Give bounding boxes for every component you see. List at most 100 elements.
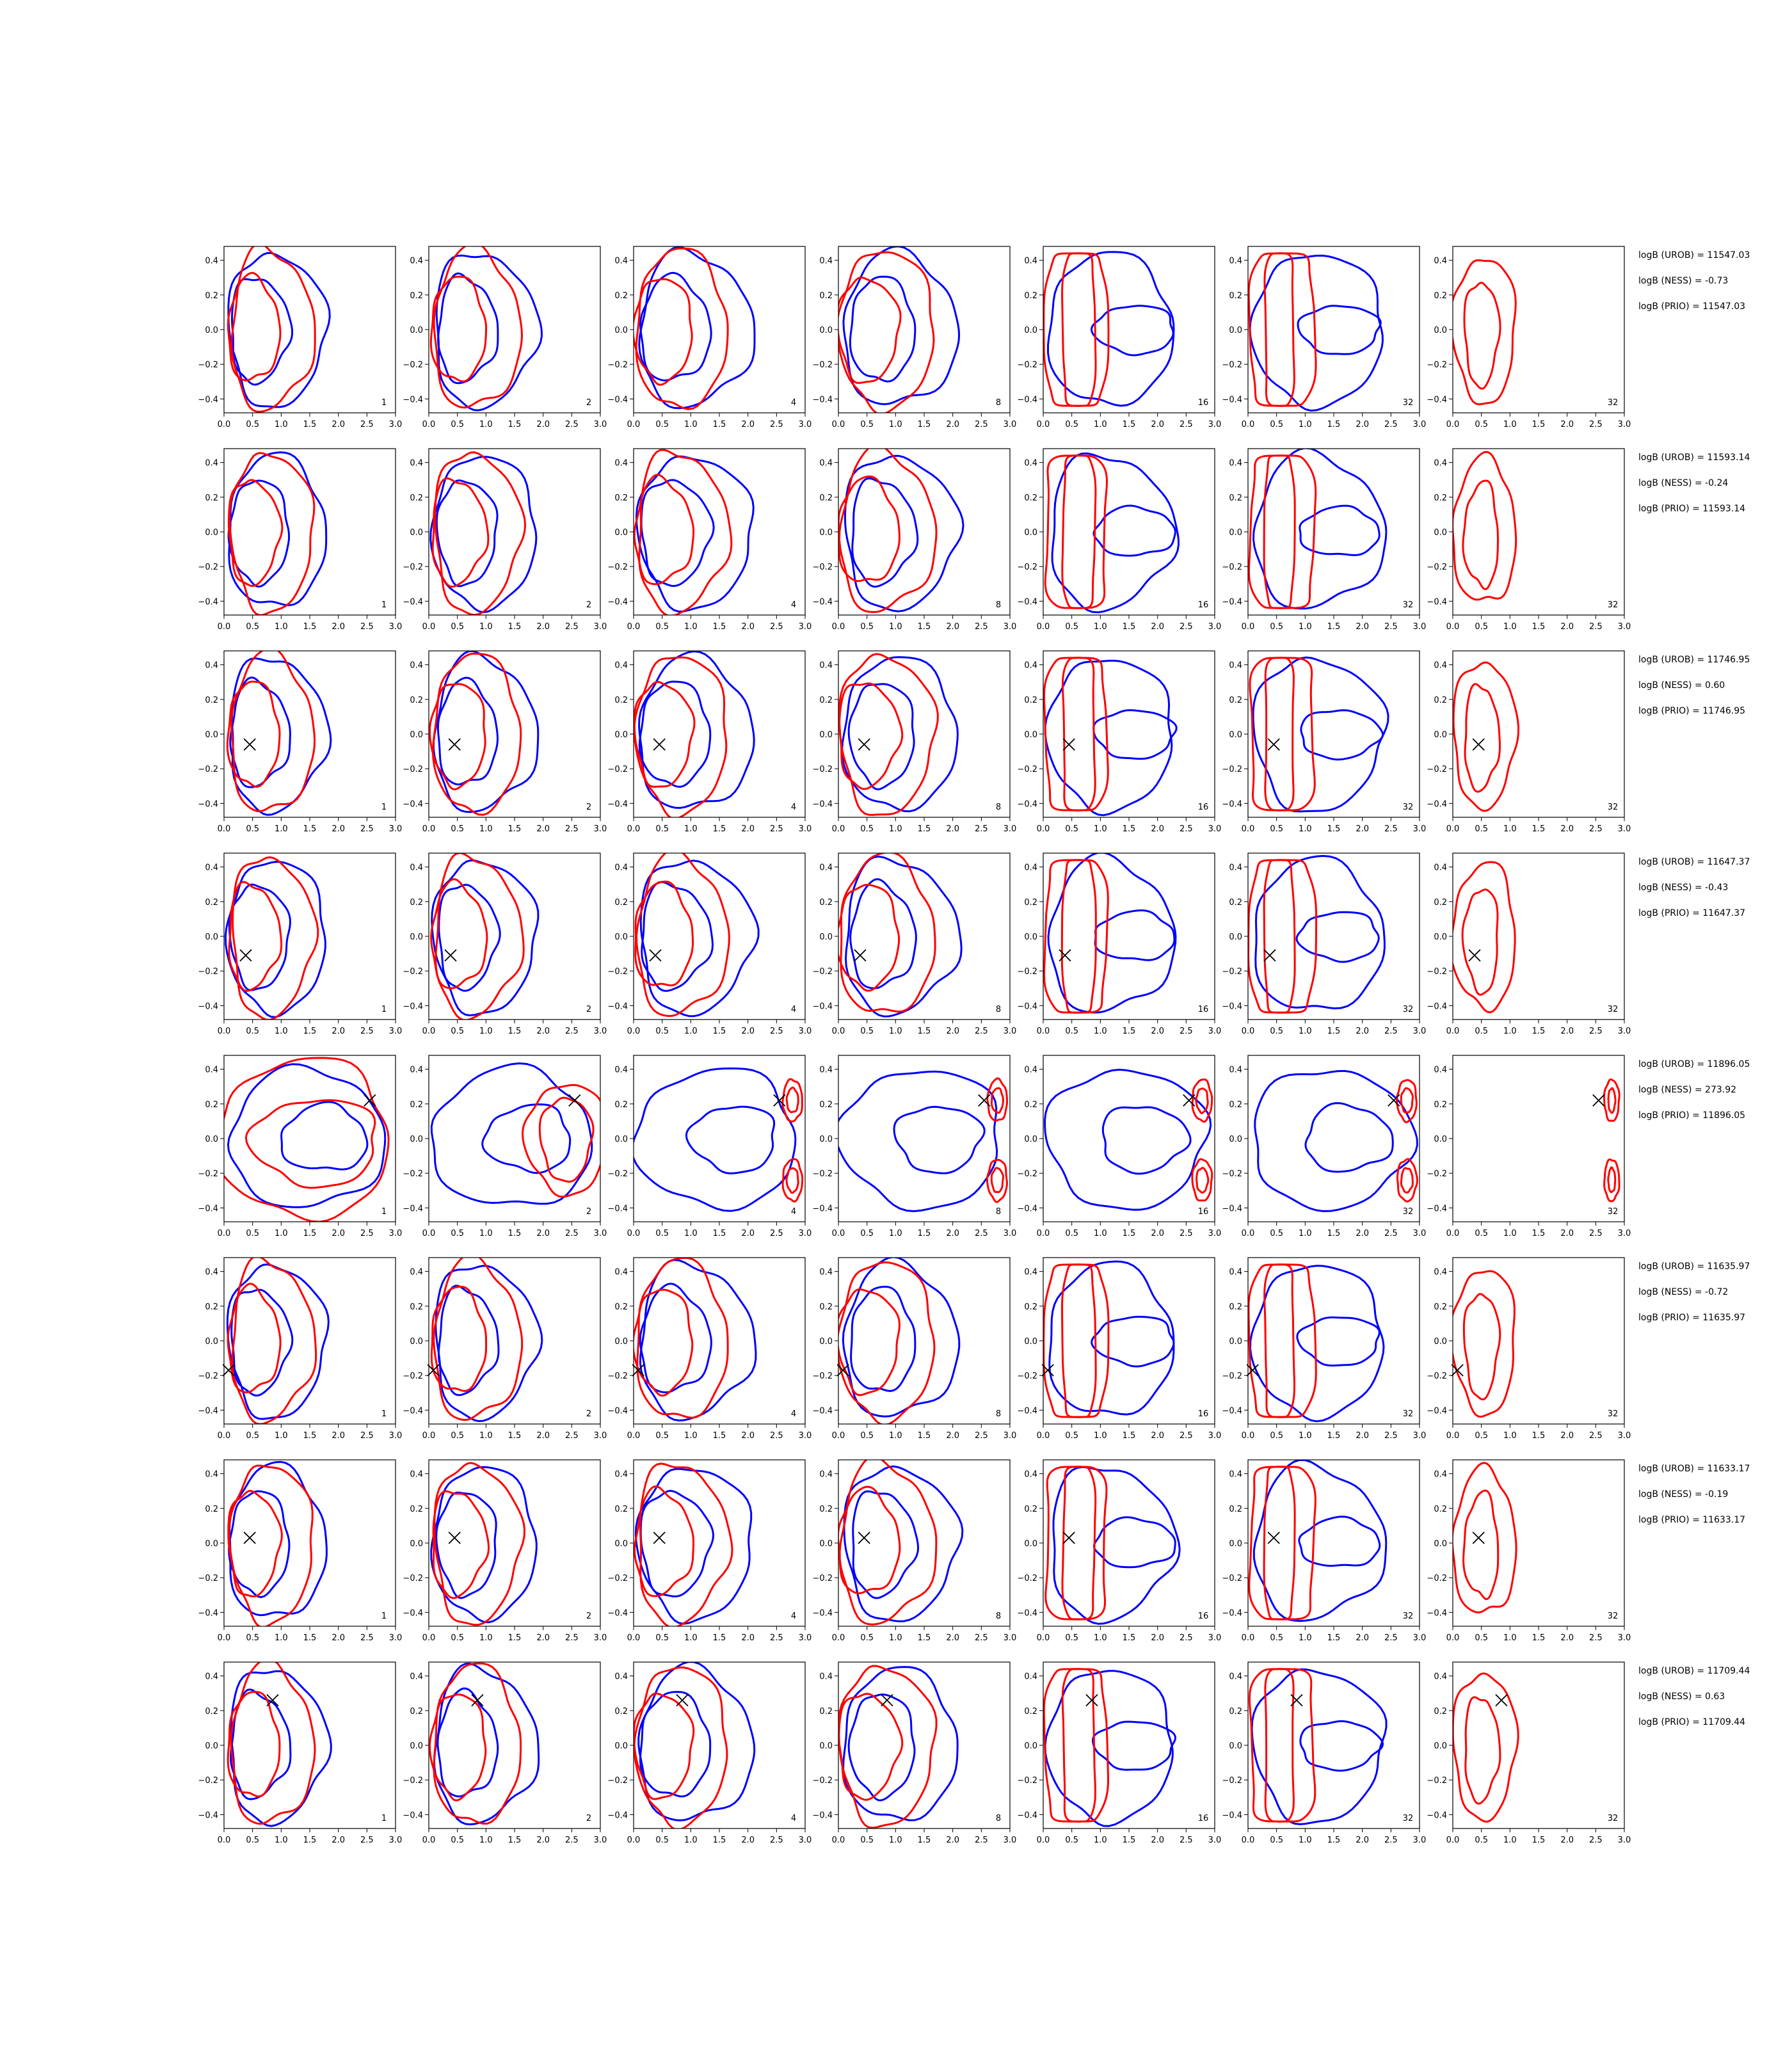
x-tick-label: 2.0 (741, 1229, 755, 1238)
x-tick-label: 2.0 (946, 1633, 959, 1643)
panel: 0.0 0.5 1.0 1.5 2.0 2.5 3.0 0.4 0.2 0.0 −0.2 −0.4 2 (403, 448, 607, 632)
blue-contour (1090, 305, 1174, 356)
y-tick-label: 0.0 (1434, 1337, 1447, 1347)
x-tick-label: 0.5 (1475, 1836, 1488, 1845)
y-tick-label: 0.2 (205, 696, 218, 705)
x-tick-label: 1.5 (1327, 420, 1341, 429)
axes-frame (633, 852, 806, 1020)
blue-contour (1295, 911, 1380, 963)
red-contour (226, 680, 281, 788)
x-marker (836, 1364, 849, 1377)
red-contour (636, 1258, 729, 1419)
x-tick-label: 0.0 (422, 1633, 436, 1643)
x-tick-label: 0.0 (1242, 1836, 1255, 1845)
y-tick-label: 0.4 (410, 1470, 423, 1480)
x-tick-label: 3.0 (1413, 824, 1427, 834)
corner-label: 32 (1403, 600, 1414, 610)
panel: 0.0 0.5 1.0 1.5 2.0 2.5 3.0 0.4 0.2 0.0 −0.2 −0.4 32 (1427, 1055, 1631, 1238)
red-contour (1461, 888, 1499, 996)
red-contour (1603, 1158, 1620, 1203)
x-tick-label: 0.5 (246, 824, 259, 834)
blue-contour (844, 454, 964, 612)
red-contour (1395, 1079, 1418, 1124)
x-tick-label: 1.0 (1094, 1027, 1107, 1036)
axes-frame (633, 1459, 806, 1627)
x-marker (653, 738, 666, 751)
x-tick-label: 3.0 (389, 1229, 403, 1238)
axes-frame (223, 1257, 396, 1425)
blue-contour (1052, 1466, 1181, 1625)
y-tick-label: −0.2 (1427, 1169, 1447, 1179)
x-tick-label: 2.5 (360, 622, 374, 632)
x-tick-label: 0.0 (422, 420, 436, 429)
y-tick-label: 0.2 (819, 493, 833, 503)
panel: 0.0 0.5 1.0 1.5 2.0 2.5 3.0 0.4 0.2 0.0 −0.2 −0.4 8 (812, 246, 1016, 429)
logb-annotation: logB (UROB) = 11633.17 (1638, 1464, 1750, 1474)
x-tick-label: 0.5 (246, 1836, 259, 1845)
x-tick-label: 0.0 (1242, 1633, 1255, 1643)
y-tick-label: −0.4 (403, 1002, 423, 1011)
panel: 0.0 0.5 1.0 1.5 2.0 2.5 3.0 0.4 0.2 0.0 −0.2 −0.4 4 (607, 1257, 812, 1441)
red-contour (430, 1286, 488, 1392)
x-marker (1592, 1094, 1605, 1107)
corner-label: 8 (996, 398, 1001, 408)
x-tick-label: 0.5 (860, 622, 874, 632)
x-marker (1468, 949, 1481, 962)
x-tick-label: 2.0 (332, 622, 345, 632)
x-tick-label: 3.0 (594, 1633, 607, 1643)
y-tick-label: −0.4 (1222, 1608, 1242, 1618)
y-tick-label: −0.2 (1017, 1169, 1037, 1179)
x-tick-label: 2.5 (360, 1633, 374, 1643)
y-tick-label: 0.4 (1024, 1268, 1037, 1277)
axes-frame (1043, 246, 1215, 413)
panel: 0.0 0.5 1.0 1.5 2.0 2.5 3.0 0.4 0.2 0.0 −0.2 −0.4 32 (1222, 448, 1426, 632)
y-tick-label: 0.0 (1434, 1135, 1447, 1144)
x-tick-label: 2.5 (360, 824, 374, 834)
y-tick-label: −0.4 (812, 1406, 833, 1416)
blue-contour (639, 860, 760, 1018)
corner-label: 8 (996, 1207, 1001, 1217)
x-tick-label: 3.0 (1618, 1836, 1631, 1845)
x-tick-label: 0.5 (1475, 1229, 1488, 1238)
x-tick-label: 1.0 (275, 420, 288, 429)
x-marker (1495, 1693, 1508, 1707)
y-tick-label: 0.2 (1229, 1707, 1242, 1716)
x-tick-label: 2.0 (741, 622, 755, 632)
x-tick-label: 1.0 (275, 1229, 288, 1238)
x-tick-label: 2.5 (1589, 1229, 1603, 1238)
red-contour (433, 1662, 522, 1825)
y-tick-label: 0.0 (205, 1741, 218, 1751)
blue-contour (842, 1666, 959, 1821)
axes-frame (838, 1257, 1011, 1425)
x-tick-label: 0.0 (422, 824, 436, 834)
x-tick-label: 0.5 (860, 1633, 874, 1643)
y-tick-label: 0.4 (205, 863, 218, 873)
red-contour (1607, 1166, 1617, 1194)
y-tick-label: 0.0 (1434, 730, 1447, 740)
y-tick-label: 0.4 (1434, 1268, 1447, 1277)
x-tick-label: 0.5 (451, 1229, 464, 1238)
corner-label: 16 (1198, 398, 1209, 408)
x-tick-label: 2.5 (1180, 824, 1193, 834)
red-contour (232, 856, 319, 1020)
panel: 0.0 0.5 1.0 1.5 2.0 2.5 3.0 0.4 0.2 0.0 −0.2 −0.4 8 (812, 1459, 1017, 1643)
y-tick-label: −0.4 (1017, 597, 1037, 607)
x-tick-label: 2.0 (332, 824, 345, 834)
axes-frame (1247, 1257, 1420, 1425)
x-tick-label: 3.0 (1004, 1431, 1017, 1441)
axes-frame (1043, 1661, 1215, 1829)
red-contour (1462, 479, 1499, 590)
y-tick-label: 0.2 (410, 1302, 423, 1312)
x-tick-label: 0.0 (1037, 1431, 1050, 1441)
y-tick-label: 0.2 (819, 1100, 833, 1110)
y-tick-label: −0.4 (607, 597, 628, 607)
x-tick-label: 3.0 (1004, 1633, 1017, 1643)
x-tick-label: 0.5 (860, 1836, 874, 1845)
x-tick-label: 3.0 (1208, 622, 1222, 632)
x-tick-label: 1.0 (1299, 824, 1312, 834)
y-tick-label: −0.4 (403, 395, 423, 404)
logb-annotation: logB (PRIO) = 11593.14 (1638, 504, 1745, 514)
y-tick-label: 0.0 (819, 1135, 833, 1144)
x-tick-label: 1.0 (479, 622, 493, 632)
x-tick-label: 0.0 (832, 824, 845, 834)
